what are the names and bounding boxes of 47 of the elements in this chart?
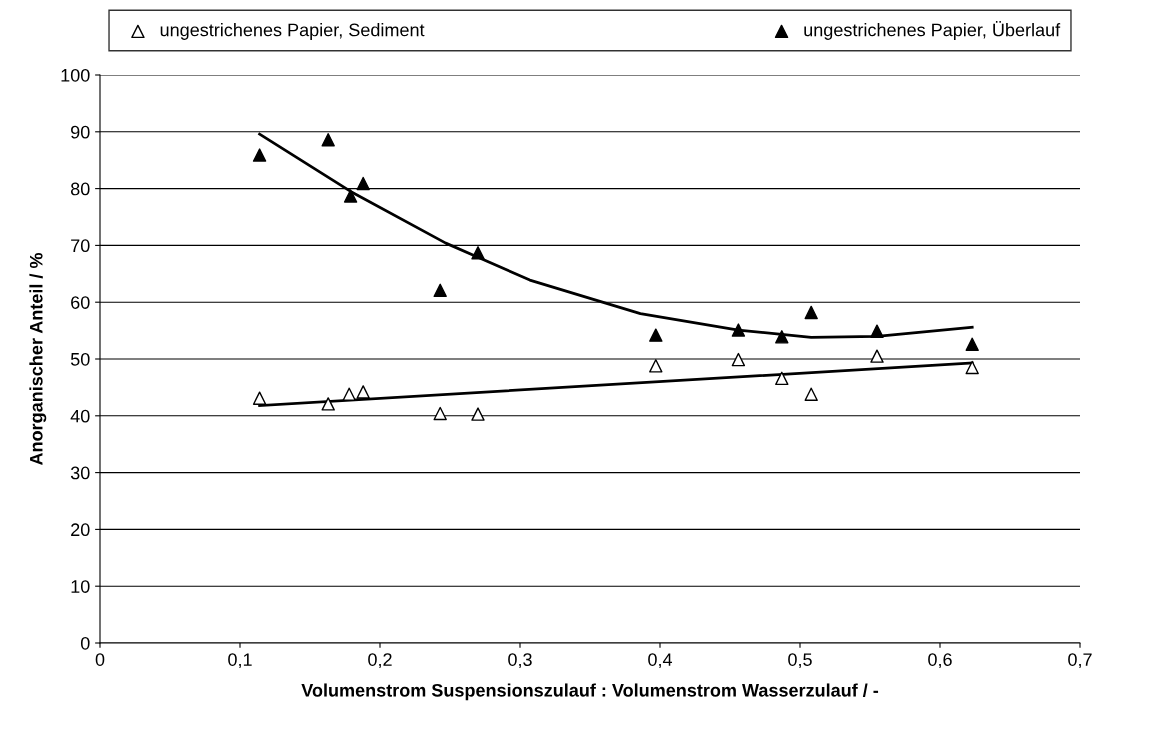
point	[870, 324, 884, 338]
y-tick-label: 80	[70, 182, 90, 196]
y-axis-title: Anorganischer Anteil / %	[29, 252, 47, 466]
y-tick-label: 20	[71, 523, 90, 537]
point	[775, 330, 789, 344]
point	[965, 360, 979, 375]
point	[731, 352, 746, 367]
x-tick-label: 0	[95, 653, 105, 666]
point	[870, 349, 884, 363]
legend-label: ungestrichenes Papier, Sediment	[160, 23, 425, 40]
x-axis-title: Volumenstrom Suspensionszulauf : Volumenstrom Wasserzulauf / -	[301, 683, 879, 701]
y-tick-label: 10	[71, 580, 90, 593]
point	[343, 189, 358, 203]
x-tick-label: 0,2	[368, 653, 392, 669]
point	[321, 397, 335, 411]
y-tick-label: 60	[71, 296, 90, 309]
y-tick-label: 90	[71, 125, 90, 139]
point	[965, 337, 979, 351]
x-tick-label: 0,4	[648, 653, 673, 669]
point	[804, 305, 818, 320]
y-tick-label: 0	[80, 636, 90, 650]
x-tick-label: 0,7	[1068, 653, 1092, 669]
y-tick-label: 30	[70, 466, 90, 480]
y-tick-label: 70	[71, 239, 90, 253]
x-tick-label: 0,1	[228, 653, 252, 669]
x-tick-label: 0,3	[508, 653, 532, 669]
point	[321, 133, 335, 147]
point	[252, 391, 267, 405]
point	[356, 176, 370, 191]
point	[471, 407, 485, 421]
x-tick-label: 0,5	[788, 653, 812, 669]
legend-label: ungestrichenes Papier, Überlauf	[804, 21, 1061, 40]
y-tick-label: 100	[61, 68, 90, 82]
point	[731, 323, 746, 337]
point	[356, 385, 370, 399]
y-tick-label: 40	[70, 409, 90, 423]
x-tick-label: 0,6	[928, 653, 952, 669]
point	[433, 406, 447, 421]
point	[471, 246, 485, 260]
point	[342, 387, 356, 401]
point	[649, 328, 663, 342]
point	[252, 148, 267, 162]
point	[804, 387, 818, 401]
point	[433, 283, 447, 297]
point	[775, 371, 789, 386]
y-tick-label: 50	[70, 352, 90, 366]
point	[649, 359, 663, 373]
